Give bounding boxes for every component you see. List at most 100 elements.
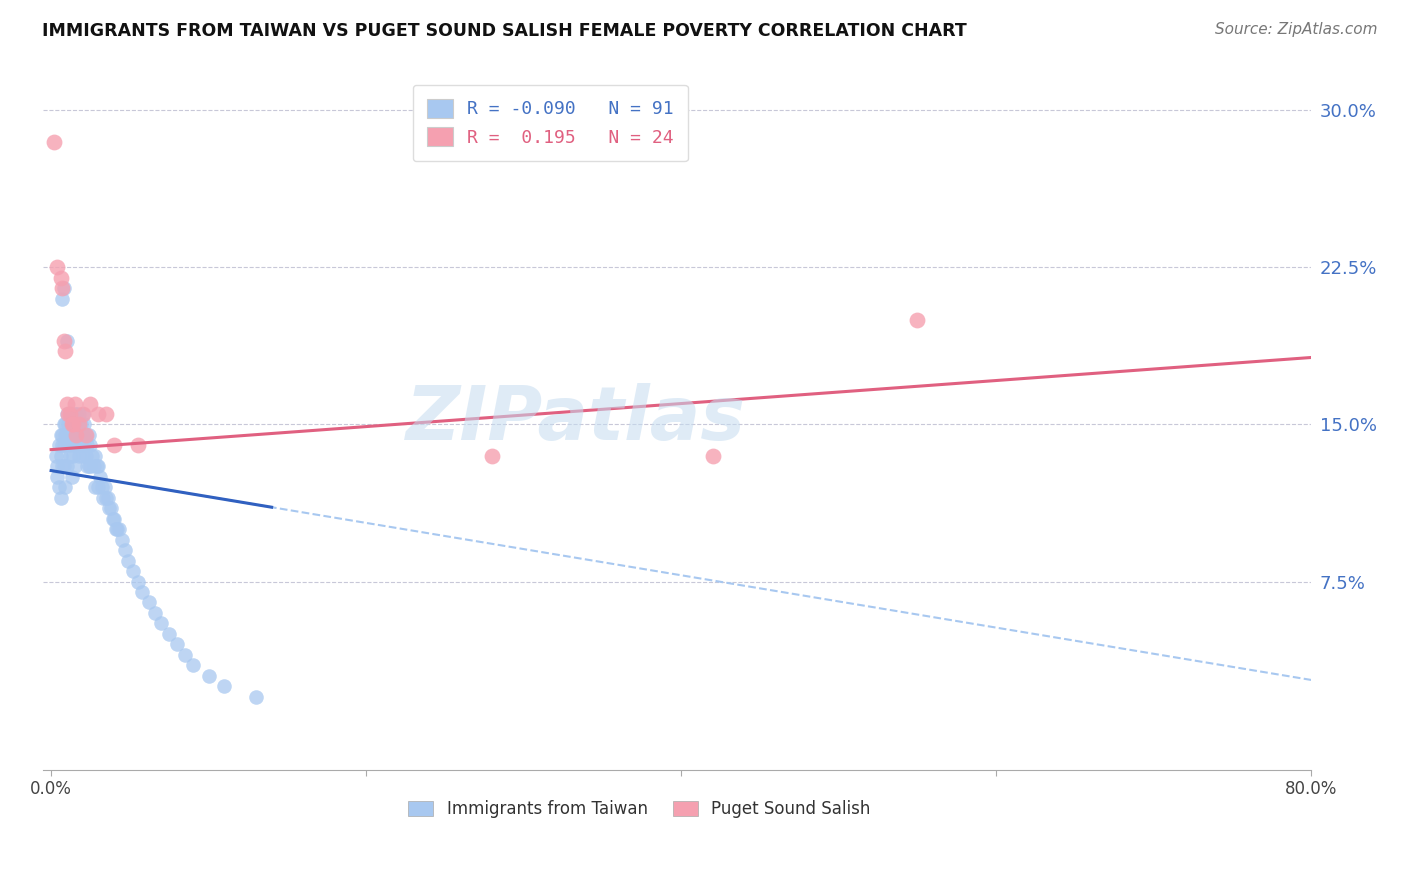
Point [143,606,166,620]
Point [60,470,83,484]
Point [101,512,124,526]
Point [56,407,79,421]
Point [49,428,72,442]
Point [62,428,84,442]
Point [166,637,188,651]
Point [702,449,724,463]
Point [75,428,97,442]
Point [66,417,89,432]
Point [75,428,97,442]
Point [77,428,100,442]
Point [52,459,75,474]
Point [907,313,929,327]
Point [58,417,80,432]
Point [69,407,91,421]
Point [214,679,236,693]
Point [98,501,121,516]
Point [56,334,79,348]
Point [53,344,76,359]
Point [63,459,86,474]
Point [49,271,72,285]
Point [84,480,107,494]
Point [63,407,86,421]
Point [73,438,96,452]
Point [62,449,84,463]
Point [60,417,83,432]
Point [69,449,91,463]
Point [59,407,82,421]
Point [197,669,219,683]
Point [117,553,139,567]
Point [59,428,82,442]
Point [52,438,75,452]
Point [87,459,110,474]
Point [65,428,87,442]
Point [59,407,82,421]
Point [46,459,69,474]
Point [174,648,197,662]
Point [89,470,111,484]
Point [56,459,79,474]
Point [127,438,149,452]
Point [150,616,173,631]
Point [60,417,83,432]
Point [105,522,128,536]
Point [138,595,160,609]
Point [80,449,103,463]
Point [76,459,98,474]
Point [96,407,118,421]
Point [76,438,98,452]
Point [56,428,79,442]
Point [56,396,79,410]
Point [90,480,112,494]
Point [53,428,76,442]
Point [52,334,75,348]
Point [49,449,72,463]
Point [63,428,86,442]
Point [77,459,100,474]
Point [86,459,108,474]
Point [45,449,67,463]
Point [79,459,101,474]
Point [83,459,105,474]
Legend: Immigrants from Taiwan, Puget Sound Salish: Immigrants from Taiwan, Puget Sound Sali… [402,794,877,825]
Point [66,438,89,452]
Point [481,449,503,463]
Point [52,417,75,432]
Point [73,417,96,432]
Point [181,658,204,673]
Text: IMMIGRANTS FROM TAIWAN VS PUGET SOUND SALISH FEMALE POVERTY CORRELATION CHART: IMMIGRANTS FROM TAIWAN VS PUGET SOUND SA… [42,22,967,40]
Point [60,438,83,452]
Point [48,438,70,452]
Point [72,428,94,442]
Point [70,417,93,432]
Point [93,480,115,494]
Point [87,407,110,421]
Point [69,428,91,442]
Point [100,501,122,516]
Point [53,480,76,494]
Point [51,281,73,295]
Point [53,417,76,432]
Point [65,407,87,421]
Point [51,292,73,306]
Point [79,396,101,410]
Point [58,438,80,452]
Point [46,260,69,275]
Point [51,438,73,452]
Point [245,690,267,704]
Point [104,522,127,536]
Point [72,407,94,421]
Point [108,522,131,536]
Point [58,407,80,421]
Point [131,585,153,599]
Point [75,449,97,463]
Point [103,438,125,452]
Point [63,396,86,410]
Point [49,491,72,505]
Point [84,449,107,463]
Point [59,449,82,463]
Point [46,470,69,484]
Point [127,574,149,589]
Point [87,480,110,494]
